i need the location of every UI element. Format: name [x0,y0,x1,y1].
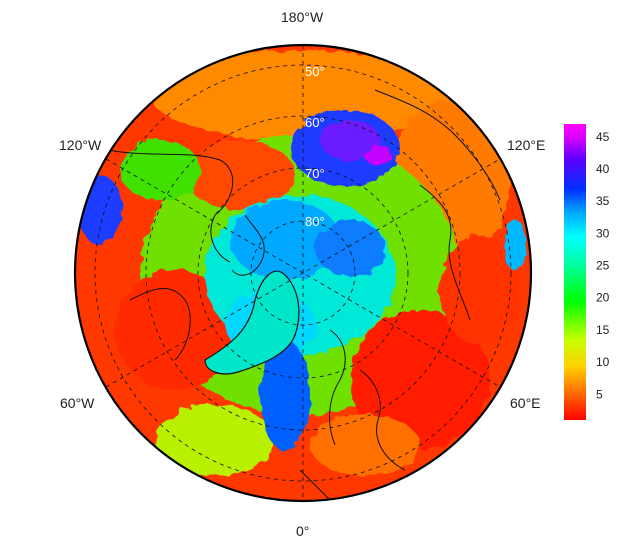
field-zone [440,235,520,345]
field-zone [315,220,385,276]
colorbar-tick-label: 5 [596,387,603,401]
field-zone [230,200,340,280]
lat-circle-60 [145,115,461,431]
colorbar-tick-label: 30 [596,226,610,240]
field-zone [120,140,200,200]
lon-label-60w: 60°W [60,395,95,411]
colorbar-gradient [564,124,586,420]
colorbar-tick-label: 45 [596,130,610,144]
map-border [73,43,533,503]
lat-label-70: 70° [305,166,325,181]
data-field [75,45,531,501]
lat-circle-70 [197,167,409,379]
meridian-60e-120w [105,158,501,388]
field-zone [503,220,527,270]
lon-label-120w: 120°W [59,137,102,153]
colorbar-tick-label: 10 [596,355,610,369]
field-zone [350,310,490,450]
colorbar-tick-label: 25 [596,259,610,273]
field-zone [320,120,380,160]
colorbar-tick-label: 40 [596,162,610,176]
field-zone [364,145,392,165]
field-zone [155,405,275,475]
colorbar-tick-label: 15 [596,323,610,337]
lat-label-60: 60° [305,115,325,130]
lon-label-0: 0° [296,523,310,539]
colorbar-tick-label: 35 [596,194,610,208]
lon-label-180w: 180°W [281,9,324,25]
colorbar-tick-label: 20 [596,291,610,305]
lon-label-60e: 60°E [510,395,541,411]
lat-label-80: 80° [305,214,325,229]
greenland-outline [204,270,300,375]
lon-label-120e: 120°E [507,137,546,153]
field-zone [260,340,310,450]
colorbar: 5 10 15 20 25 30 35 40 45 [564,124,610,420]
lat-label-50: 50° [305,64,325,79]
colorbar-ticks: 5 10 15 20 25 30 35 40 45 [596,130,610,401]
field-zone [310,415,420,475]
coastlines [107,89,501,501]
graticule [94,45,512,501]
